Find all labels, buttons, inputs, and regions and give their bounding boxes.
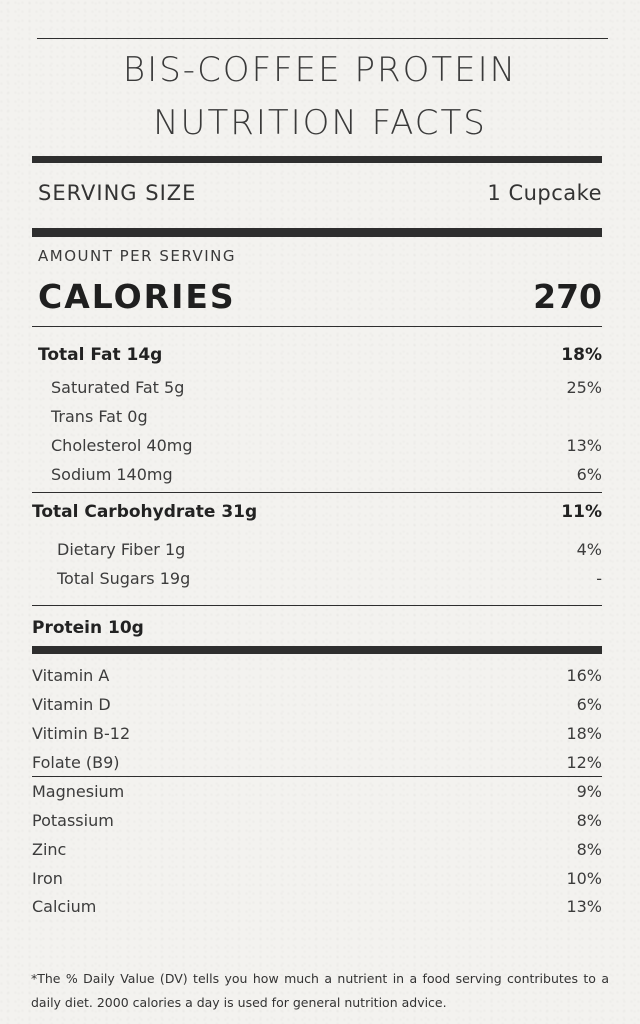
daily-value-footnote: *The % Daily Value (DV) tells you how mu…: [31, 971, 609, 1010]
mineral-label: Iron: [32, 869, 63, 888]
serving-size-value: 1 Cupcake: [487, 181, 602, 205]
calories-value: 270: [533, 277, 602, 316]
thick-rule-1: [32, 156, 602, 163]
vitamin-row: Vitamin D 6%: [32, 695, 602, 714]
sodium-row: Sodium 140mg 6%: [51, 465, 602, 484]
protein-label: Protein 10g: [32, 618, 144, 638]
protein-thick-rule: [32, 646, 602, 654]
title-line-1: BIS-COFFEE PROTEIN: [122, 50, 518, 90]
trans-fat-row: Trans Fat 0g: [51, 407, 602, 426]
thick-rule-2: [32, 228, 602, 237]
total-fat-dv: 18%: [561, 345, 602, 365]
vitamin-row: Vitamin A 16%: [32, 666, 602, 685]
saturated-fat-label: Saturated Fat 5g: [51, 378, 185, 397]
mineral-dv: 9%: [576, 782, 602, 801]
vitamin-dv: 18%: [566, 724, 602, 743]
serving-size-row: SERVING SIZE 1 Cupcake: [38, 181, 602, 205]
total-carb-label: Total Carbohydrate 31g: [32, 502, 258, 522]
mineral-label: Magnesium: [32, 782, 125, 801]
saturated-fat-dv: 25%: [566, 378, 602, 397]
mineral-dv: 13%: [566, 897, 602, 916]
sodium-label: Sodium 140mg: [51, 465, 173, 484]
total-fat-label: Total Fat 14g: [38, 345, 163, 365]
mineral-row: Zinc 8%: [32, 840, 602, 859]
vitamin-label: Folate (B9): [32, 753, 120, 772]
mineral-row: Calcium 13%: [32, 897, 602, 916]
dietary-fiber-row: Dietary Fiber 1g 4%: [57, 540, 602, 559]
serving-size-label: SERVING SIZE: [38, 181, 197, 205]
mineral-dv: 8%: [576, 811, 602, 830]
total-carb-dv: 11%: [561, 502, 602, 522]
total-fat-row: Total Fat 14g 18%: [38, 345, 602, 365]
vitamin-row: Folate (B9) 12%: [32, 753, 602, 772]
total-sugars-dv: -: [596, 569, 602, 588]
calories-rule: [32, 326, 602, 327]
vitamin-label: Vitamin A: [32, 666, 110, 685]
sodium-dv: 6%: [576, 465, 602, 484]
saturated-fat-row: Saturated Fat 5g 25%: [51, 378, 602, 397]
amount-per-serving: AMOUNT PER SERVING: [38, 247, 236, 265]
calories-label: CALORIES: [38, 277, 236, 316]
dietary-fiber-dv: 4%: [576, 540, 602, 559]
total-sugars-row: Total Sugars 19g -: [57, 569, 602, 588]
mineral-label: Zinc: [32, 840, 67, 859]
total-sugars-label: Total Sugars 19g: [57, 569, 191, 588]
vitamin-dv: 6%: [576, 695, 602, 714]
vitamin-label: Vitamin D: [32, 695, 111, 714]
fat-carb-rule: [32, 492, 602, 493]
mineral-row: Iron 10%: [32, 869, 602, 888]
dietary-fiber-label: Dietary Fiber 1g: [57, 540, 186, 559]
cholesterol-label: Cholesterol 40mg: [51, 436, 193, 455]
vitamin-mineral-rule: [32, 776, 602, 777]
calories-row: CALORIES 270: [38, 277, 602, 316]
vitamin-label: Vitimin B-12: [32, 724, 131, 743]
trans-fat-label: Trans Fat 0g: [51, 407, 148, 426]
top-rule: [37, 38, 608, 39]
vitamin-row: Vitimin B-12 18%: [32, 724, 602, 743]
cholesterol-dv: 13%: [566, 436, 602, 455]
cholesterol-row: Cholesterol 40mg 13%: [51, 436, 602, 455]
title-line-2: NUTRITION FACTS: [153, 103, 487, 143]
mineral-label: Potassium: [32, 811, 114, 830]
mineral-dv: 8%: [576, 840, 602, 859]
vitamin-dv: 12%: [566, 753, 602, 772]
carb-protein-rule: [32, 605, 602, 606]
vitamin-dv: 16%: [566, 666, 602, 685]
mineral-dv: 10%: [566, 869, 602, 888]
mineral-label: Calcium: [32, 897, 97, 916]
mineral-row: Potassium 8%: [32, 811, 602, 830]
total-carb-row: Total Carbohydrate 31g 11%: [32, 502, 602, 522]
mineral-row: Magnesium 9%: [32, 782, 602, 801]
